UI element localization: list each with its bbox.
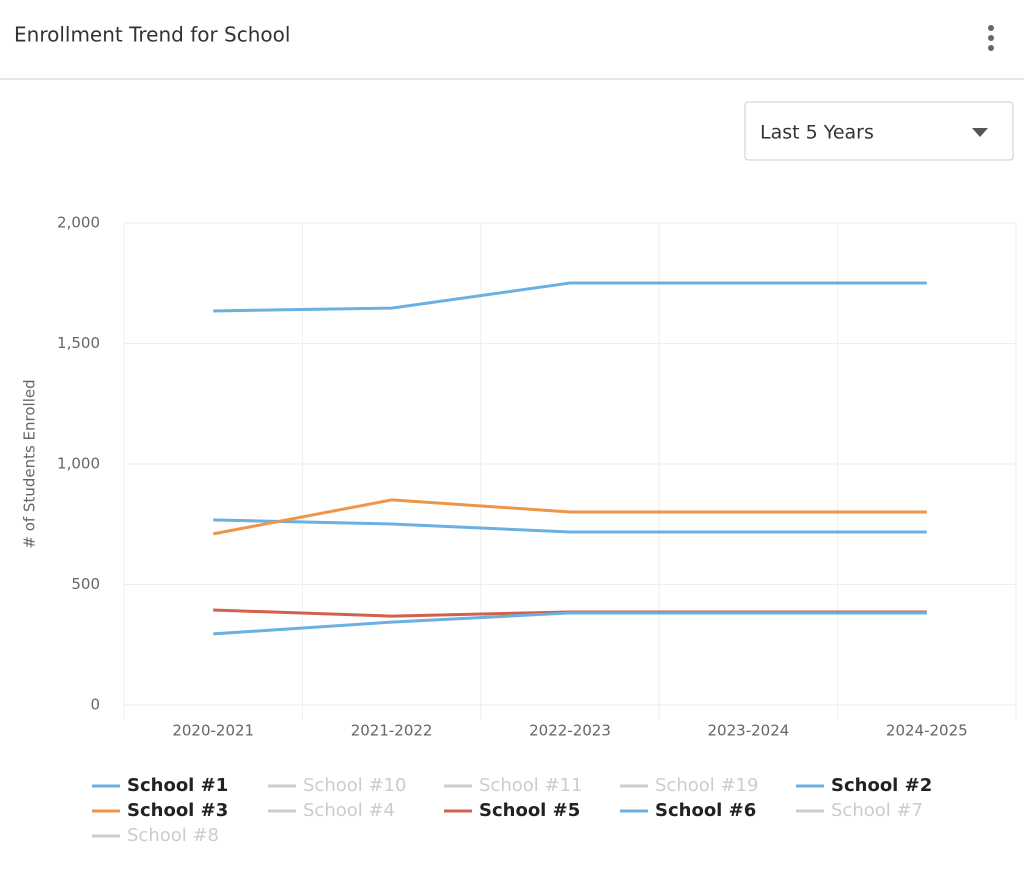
x-tick-label: 2022-2023 [529, 722, 611, 740]
menu-button[interactable] [988, 25, 994, 51]
legend-label: School #7 [831, 800, 923, 821]
y-axis-label: # of Students Enrolled [21, 379, 39, 548]
series-line [213, 611, 927, 636]
legend-item[interactable]: School #11 [444, 775, 582, 796]
legend-item[interactable]: School #8 [92, 825, 219, 846]
legend-label: School #6 [655, 800, 756, 821]
series-line [213, 281, 927, 313]
y-tick-label: 1,000 [57, 455, 100, 473]
y-tick-label: 2,000 [57, 214, 100, 232]
x-tick-label: 2023-2024 [708, 722, 790, 740]
legend-label: School #11 [479, 775, 582, 796]
chart: 0 500 1,000 1,500 2,000 2020-2021 2021-2022 202… [21, 214, 1017, 846]
legend-item[interactable]: School #10 [268, 775, 406, 796]
legend-label: School #1 [127, 775, 228, 796]
x-tick-label: 2024-2025 [886, 722, 968, 740]
range-dropdown[interactable]: Last 5 Years [744, 101, 1014, 161]
legend-item[interactable]: School #1 [92, 775, 228, 796]
legend-label: School #10 [303, 775, 406, 796]
legend-item[interactable]: School #6 [620, 800, 756, 821]
header-title: Enrollment Trend for School [14, 23, 290, 47]
x-tick-label: 2021-2022 [351, 722, 433, 740]
dropdown-text: Last 5 Years [760, 122, 874, 144]
y-tick-label: 0 [90, 696, 100, 714]
x-tick-label: 2020-2021 [172, 722, 254, 740]
legend-label: School #3 [127, 800, 228, 821]
series-line [213, 518, 927, 534]
legend-item[interactable]: School #4 [268, 800, 395, 821]
legend-label: School #19 [655, 775, 758, 796]
legend-item[interactable]: School #19 [620, 775, 758, 796]
legend-item[interactable]: School #3 [92, 800, 228, 821]
series-line [212, 498, 927, 536]
legend-item[interactable]: School #5 [444, 800, 580, 821]
legend-label: School #5 [479, 800, 580, 821]
legend-label: School #4 [303, 800, 395, 821]
legend-item[interactable]: School #2 [796, 775, 932, 796]
y-tick-label: 500 [71, 575, 100, 593]
legend-item[interactable]: School #7 [796, 800, 923, 821]
legend-label: School #8 [127, 825, 219, 846]
y-tick-label: 1,500 [57, 334, 100, 352]
legend-label: School #2 [831, 775, 932, 796]
